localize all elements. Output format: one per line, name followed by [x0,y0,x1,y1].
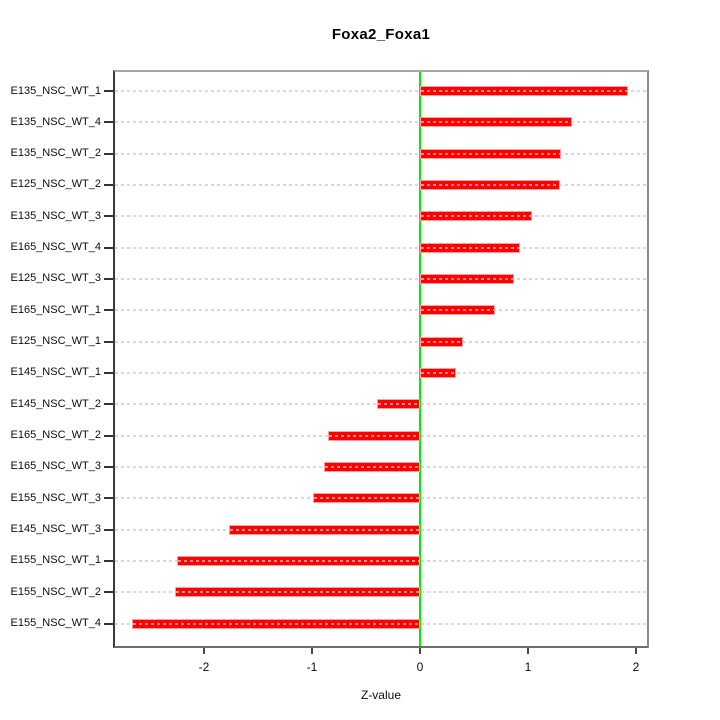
bar-E135_NSC_WT_3 [420,211,533,222]
y-axis-label: E155_NSC_WT_1 [10,554,102,567]
bar-dash-pattern [377,403,419,406]
y-axis-tick [104,152,113,155]
bar-E165_NSC_WT_4 [420,242,521,253]
zero-reference-line [419,72,421,646]
gridline [115,371,647,374]
gridline [115,90,647,92]
y-axis-label: E165_NSC_WT_1 [10,303,102,316]
gridline [115,215,647,218]
bar-dash-pattern [421,152,561,155]
y-axis-tick [104,215,113,218]
gridline [115,183,647,186]
bar-dash-pattern [229,528,419,531]
bar-dash-pattern [421,183,560,186]
y-axis-tick [104,246,113,249]
y-axis-label: E135_NSC_WT_1 [10,84,102,97]
y-axis-tick [104,591,113,594]
y-axis-label: E145_NSC_WT_2 [10,397,102,410]
plot-border-box [113,70,649,648]
x-axis-tick [527,648,529,654]
chart-title: Foxa2_Foxa1 [331,26,431,43]
x-axis-tick [311,648,313,654]
y-axis-label: E135_NSC_WT_3 [10,209,102,222]
x-axis-tick [203,648,205,654]
y-axis-label: E135_NSC_WT_2 [10,147,102,160]
y-axis-tick [104,90,113,92]
bar-E145_NSC_WT_3 [228,524,420,535]
bar-E135_NSC_WT_2 [420,148,562,159]
bar-E165_NSC_WT_3 [323,461,420,472]
x-axis-title: Z-value [360,688,401,702]
x-axis-tick-label: 0 [416,660,424,674]
bar-dash-pattern [421,246,520,249]
bar-E155_NSC_WT_3 [313,493,420,504]
gridline [115,309,647,312]
bar-dash-pattern [421,121,572,124]
y-axis-tick [104,465,113,468]
y-axis-tick [104,183,113,186]
y-axis-label: E125_NSC_WT_1 [10,335,102,348]
x-axis-tick [635,648,637,654]
x-axis-tick-label: -1 [306,660,318,674]
bar-dash-pattern [421,340,463,343]
gridline [115,277,647,280]
x-axis-tick-label: -2 [198,660,210,674]
y-axis-tick [104,559,113,562]
bar-E125_NSC_WT_1 [420,336,464,347]
y-axis-label: E155_NSC_WT_2 [10,585,102,598]
bar-E145_NSC_WT_1 [420,367,456,378]
y-axis-label: E125_NSC_WT_2 [10,178,102,191]
y-axis-tick [104,528,113,531]
bar-E155_NSC_WT_4 [131,618,420,629]
x-axis-tick [419,648,421,654]
bar-E155_NSC_WT_2 [174,587,420,598]
gridline [115,340,647,343]
bar-dash-pattern [132,622,419,625]
bar-dash-pattern [421,277,513,280]
x-axis-tick-label: 2 [632,660,640,674]
bar-E165_NSC_WT_2 [328,430,420,441]
bar-E145_NSC_WT_2 [376,399,420,410]
y-axis-label: E145_NSC_WT_3 [10,523,102,536]
y-axis-tick [104,371,113,374]
y-axis-label: E125_NSC_WT_3 [10,272,102,285]
y-axis-tick [104,622,113,625]
y-axis-tick [104,434,113,437]
bar-dash-pattern [175,591,419,594]
bar-dash-pattern [324,465,419,468]
y-axis-label: E165_NSC_WT_3 [10,460,102,473]
y-axis-tick [104,403,113,406]
gridline [115,246,647,249]
y-axis-label: E155_NSC_WT_3 [10,491,102,504]
bar-E165_NSC_WT_1 [420,305,495,316]
y-axis-label: E145_NSC_WT_1 [10,366,102,379]
bar-E135_NSC_WT_4 [420,117,573,128]
y-axis-label: E165_NSC_WT_2 [10,429,102,442]
x-axis-tick-label: 1 [524,660,532,674]
y-axis-tick [104,309,113,312]
gridline [115,152,647,155]
bar-E125_NSC_WT_2 [420,179,561,190]
bar-dash-pattern [421,90,628,92]
y-axis-label: E165_NSC_WT_4 [10,241,102,254]
bar-dash-pattern [421,371,455,374]
bar-dash-pattern [314,497,419,500]
y-axis-label: E135_NSC_WT_4 [10,115,102,128]
y-axis-label: E155_NSC_WT_4 [10,617,102,629]
bar-E155_NSC_WT_1 [177,555,420,566]
plot-area [115,72,647,646]
bar-E125_NSC_WT_3 [420,273,514,284]
y-axis-tick [104,121,113,124]
bar-E135_NSC_WT_1 [420,86,629,96]
bar-dash-pattern [421,309,494,312]
y-axis-tick [104,340,113,343]
bar-dash-pattern [329,434,419,437]
bar-dash-pattern [421,215,532,218]
y-axis-tick [104,497,113,500]
bar-dash-pattern [178,559,419,562]
gridline [115,121,647,124]
y-axis-tick [104,277,113,280]
